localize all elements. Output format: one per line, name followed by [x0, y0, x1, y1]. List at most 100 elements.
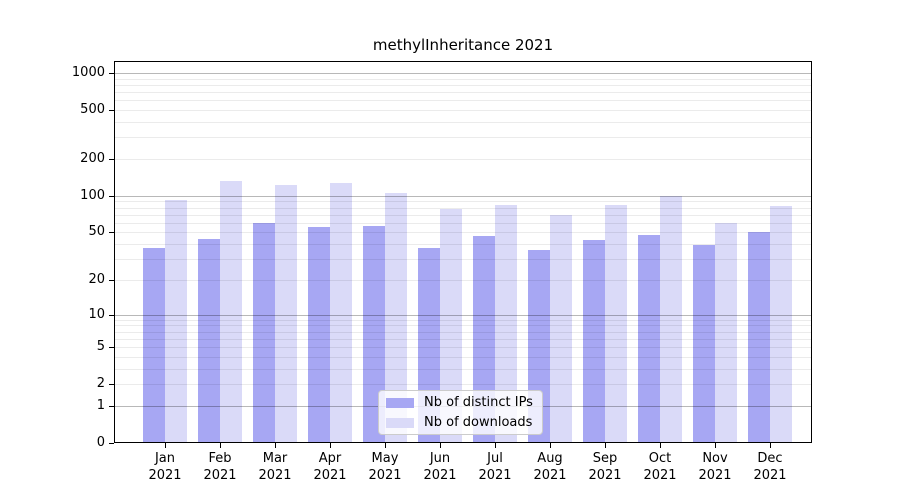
- gridline-y-900: [115, 79, 811, 80]
- month-label: Sep: [592, 451, 618, 466]
- bar-nb-of-distinct-ips-jan-2021: [143, 248, 165, 442]
- gridline-y-3: [115, 369, 811, 370]
- y-tick-mark-100: [109, 196, 114, 197]
- gridline-y-500: [115, 110, 811, 111]
- year-label: 2021: [423, 468, 457, 483]
- x-tick-label-feb-2021: Feb 2021: [192, 450, 248, 484]
- legend-item-nb-of-downloads: Nb of downloads: [386, 414, 542, 431]
- legend-label: Nb of downloads: [424, 415, 533, 430]
- y-tick-mark-20: [109, 280, 114, 281]
- y-tick-mark-1: [109, 406, 114, 407]
- x-tick-mark-jan-2021: [165, 443, 166, 448]
- y-tick-mark-200: [109, 159, 114, 160]
- bar-nb-of-downloads-oct-2021: [660, 195, 682, 442]
- month-label: Jun: [429, 451, 451, 466]
- gridline-y-2: [115, 384, 811, 385]
- gridline-y-1000: [115, 73, 811, 74]
- x-tick-label-mar-2021: Mar 2021: [247, 450, 303, 484]
- x-tick-mark-mar-2021: [275, 443, 276, 448]
- gridline-y-9: [115, 320, 811, 321]
- gridline-y-8: [115, 325, 811, 326]
- bar-nb-of-downloads-aug-2021: [550, 214, 572, 442]
- gridline-y-60: [115, 223, 811, 224]
- gridline-y-200: [115, 159, 811, 160]
- bar-nb-of-downloads-dec-2021: [770, 205, 792, 442]
- bar-nb-of-downloads-sep-2021: [605, 205, 627, 442]
- bar-nb-of-downloads-nov-2021: [715, 222, 737, 442]
- x-tick-mark-feb-2021: [220, 443, 221, 448]
- x-tick-label-dec-2021: Dec 2021: [742, 450, 798, 484]
- gridline-y-4: [115, 357, 811, 358]
- gridline-y-5: [115, 347, 811, 348]
- y-tick-label-1: 1: [96, 398, 105, 413]
- gridline-y-400: [115, 122, 811, 123]
- bar-nb-of-downloads-apr-2021: [330, 183, 352, 442]
- x-tick-mark-jun-2021: [440, 443, 441, 448]
- month-label: Feb: [208, 451, 232, 466]
- y-tick-label-100: 100: [80, 188, 105, 203]
- y-tick-label-200: 200: [80, 151, 105, 166]
- gridline-y-80: [115, 208, 811, 209]
- year-label: 2021: [148, 468, 182, 483]
- y-tick-label-500: 500: [80, 102, 105, 117]
- x-tick-label-nov-2021: Nov 2021: [687, 450, 743, 484]
- x-tick-label-oct-2021: Oct 2021: [632, 450, 688, 484]
- bar-nb-of-distinct-ips-dec-2021: [748, 232, 770, 442]
- x-tick-mark-sep-2021: [605, 443, 606, 448]
- gridline-y-100: [115, 196, 811, 197]
- y-tick-mark-500: [109, 110, 114, 111]
- bar-nb-of-distinct-ips-nov-2021: [693, 245, 715, 442]
- month-label: Nov: [702, 451, 728, 466]
- bar-nb-of-distinct-ips-mar-2021: [253, 222, 275, 442]
- month-label: Jul: [487, 451, 503, 466]
- gridline-y-20: [115, 280, 811, 281]
- year-label: 2021: [533, 468, 567, 483]
- year-label: 2021: [203, 468, 237, 483]
- gridline-y-40: [115, 244, 811, 245]
- month-label: Apr: [318, 451, 342, 466]
- y-tick-label-10: 10: [88, 307, 105, 322]
- legend-label: Nb of distinct IPs: [424, 395, 533, 410]
- gridline-y-700: [115, 92, 811, 93]
- gridline-y-6: [115, 339, 811, 340]
- bar-nb-of-distinct-ips-oct-2021: [638, 234, 660, 442]
- year-label: 2021: [368, 468, 402, 483]
- x-tick-mark-dec-2021: [770, 443, 771, 448]
- x-tick-label-jan-2021: Jan 2021: [137, 450, 193, 484]
- year-label: 2021: [258, 468, 292, 483]
- y-tick-label-2: 2: [96, 376, 105, 391]
- gridline-y-600: [115, 100, 811, 101]
- bar-nb-of-downloads-jul-2021: [495, 205, 517, 442]
- x-tick-label-sep-2021: Sep 2021: [577, 450, 633, 484]
- month-label: Mar: [262, 451, 288, 466]
- x-tick-mark-oct-2021: [660, 443, 661, 448]
- year-label: 2021: [698, 468, 732, 483]
- chart-title: methylInheritance 2021: [372, 36, 554, 54]
- month-label: Jan: [154, 451, 176, 466]
- gridline-y-300: [115, 137, 811, 138]
- y-tick-label-5: 5: [96, 339, 105, 354]
- legend-swatch-nb-of-downloads: [386, 417, 414, 428]
- bar-nb-of-downloads-may-2021: [385, 192, 407, 442]
- year-label: 2021: [643, 468, 677, 483]
- x-tick-mark-jul-2021: [495, 443, 496, 448]
- bar-nb-of-downloads-jun-2021: [440, 208, 462, 442]
- bar-nb-of-distinct-ips-feb-2021: [198, 239, 220, 442]
- gridline-y-800: [115, 85, 811, 86]
- y-tick-mark-50: [109, 232, 114, 233]
- y-tick-mark-5: [109, 347, 114, 348]
- y-tick-mark-1000: [109, 73, 114, 74]
- legend-swatch-nb-of-distinct-ips: [386, 397, 414, 408]
- bar-nb-of-downloads-feb-2021: [220, 180, 242, 442]
- year-label: 2021: [753, 468, 787, 483]
- month-label: May: [371, 451, 399, 466]
- x-tick-label-aug-2021: Aug 2021: [522, 450, 578, 484]
- y-tick-mark-10: [109, 315, 114, 316]
- year-label: 2021: [313, 468, 347, 483]
- year-label: 2021: [588, 468, 622, 483]
- x-tick-mark-may-2021: [385, 443, 386, 448]
- x-tick-label-may-2021: May 2021: [357, 450, 413, 484]
- gridline-y-70: [115, 215, 811, 216]
- month-label: Aug: [537, 451, 563, 466]
